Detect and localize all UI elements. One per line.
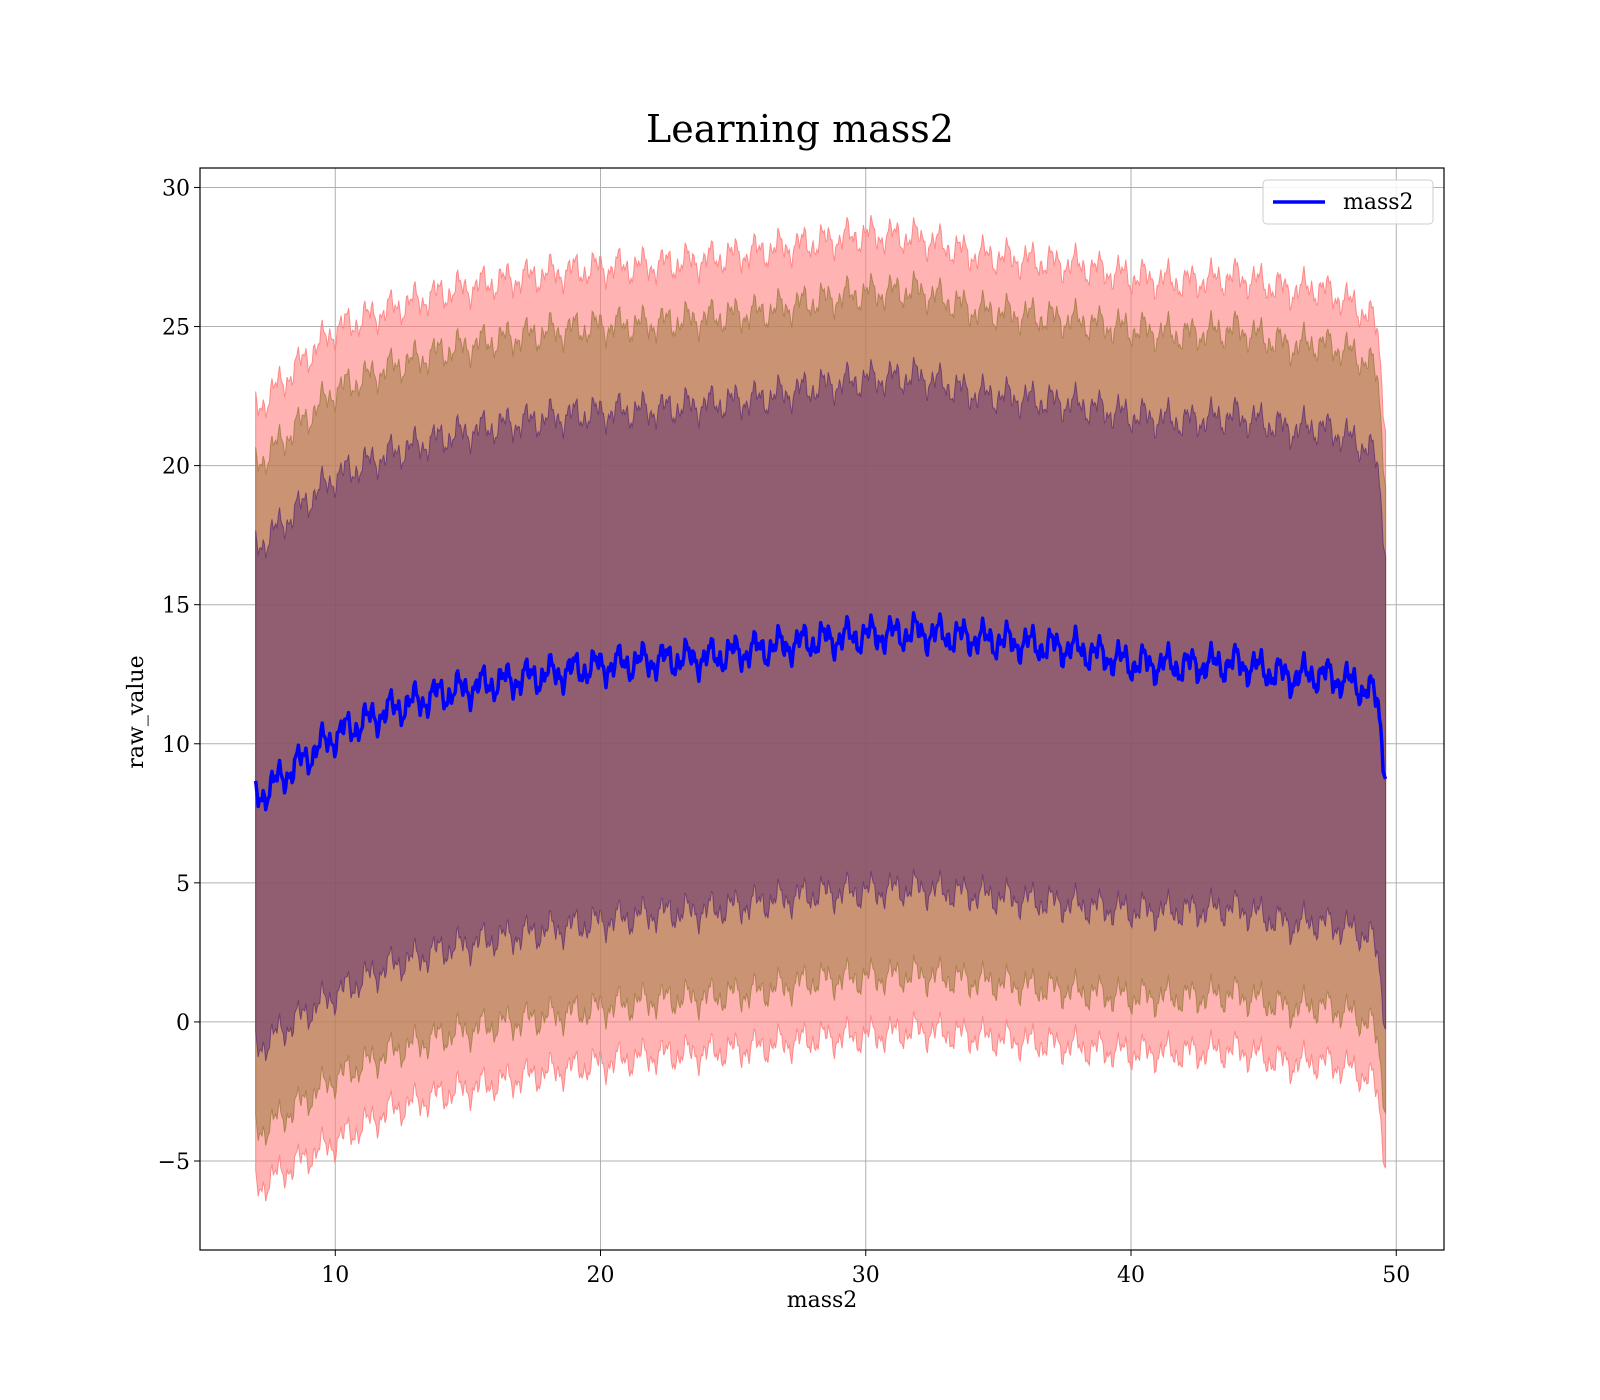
- x-tick-label: 30: [852, 1263, 880, 1288]
- confidence-bands: [255, 215, 1387, 1202]
- legend-box: [1262, 179, 1434, 225]
- axis-ticks: 10 20 30 40 50 −5 0 5 10 15 20 25 30: [158, 176, 1411, 1288]
- x-axis-label: mass2: [787, 1288, 858, 1313]
- series-line-mass2: [253, 611, 1388, 812]
- legend-label: mass2: [1343, 190, 1414, 215]
- x-tick-label: 40: [1117, 1263, 1145, 1288]
- y-tick-label: 30: [162, 176, 190, 201]
- band-3: [255, 356, 1387, 1062]
- x-tick-label: 50: [1382, 1263, 1410, 1288]
- legend: mass2: [1262, 179, 1434, 225]
- y-tick-label: 15: [162, 594, 190, 619]
- x-tick-label: 20: [587, 1263, 615, 1288]
- chart-title: Learning mass2: [646, 107, 954, 151]
- x-tick-label: 10: [321, 1263, 349, 1288]
- y-axis-label: raw_value: [124, 655, 149, 768]
- y-tick-label: 10: [162, 733, 190, 758]
- plot-frame: [199, 167, 1445, 1251]
- y-tick-label: 25: [162, 316, 190, 341]
- series-lines: [253, 611, 1388, 812]
- y-tick-label: 5: [176, 872, 190, 897]
- y-tick-label: 20: [162, 455, 190, 480]
- y-tick-label: 0: [176, 1011, 190, 1036]
- y-tick-label: −5: [158, 1150, 190, 1175]
